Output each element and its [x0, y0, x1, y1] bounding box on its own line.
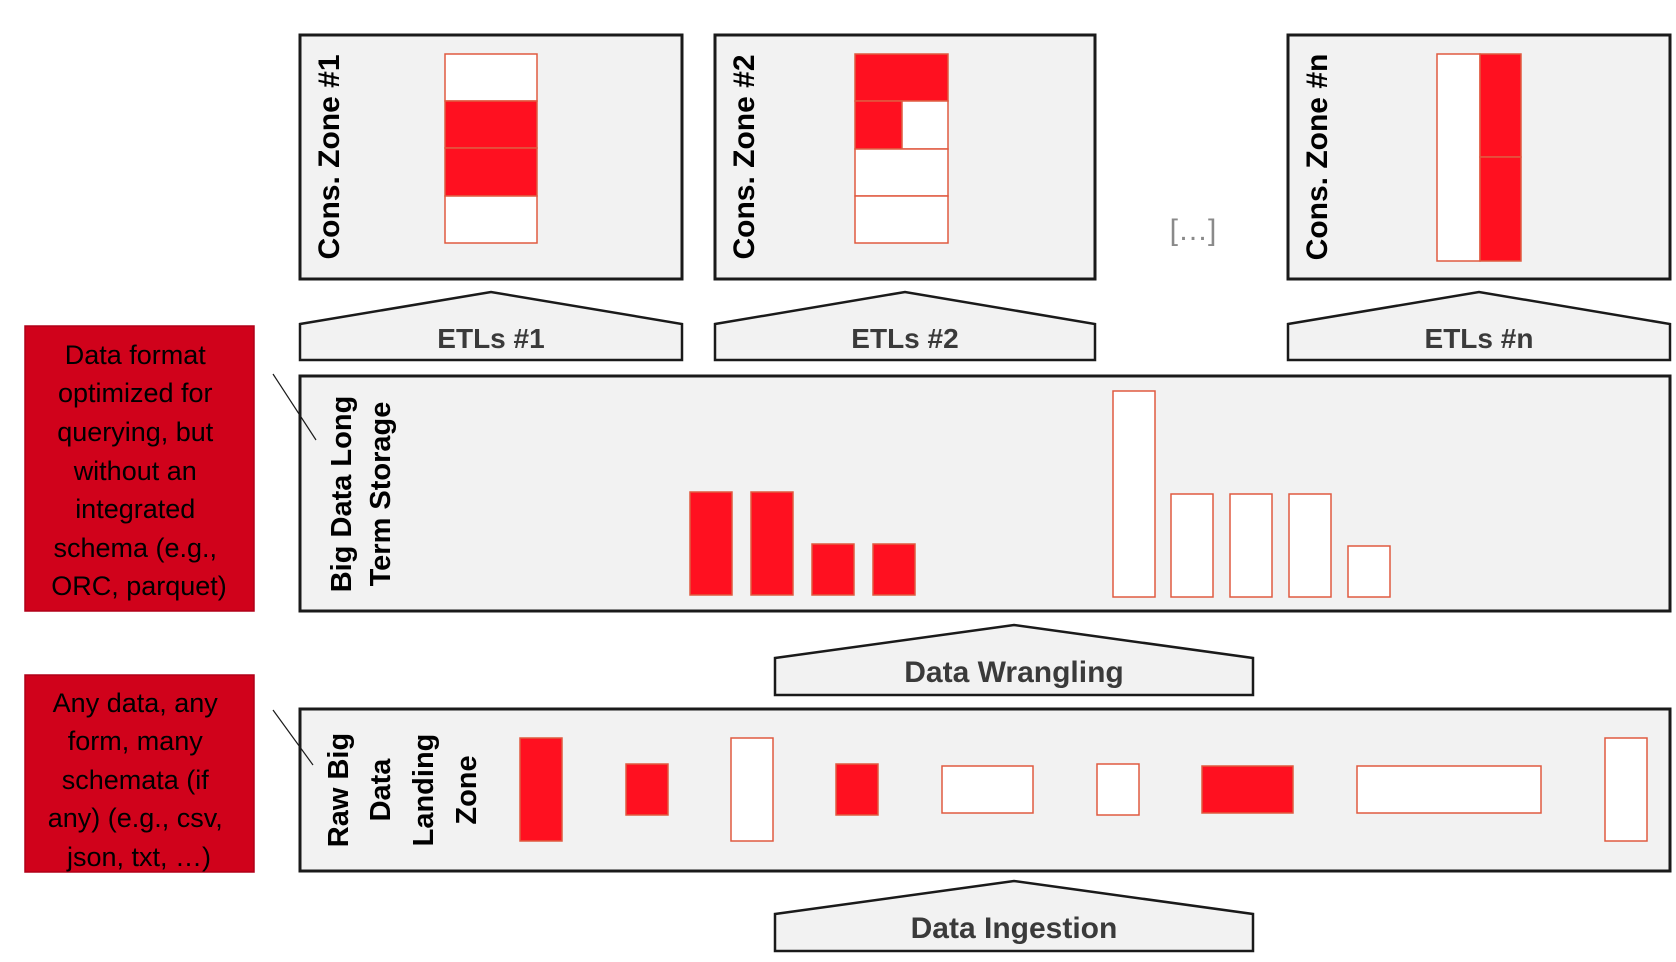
landing-zone-label-line1: Raw Big — [323, 733, 355, 847]
landing-block — [941, 765, 1034, 814]
storage-note-line: querying, but — [57, 417, 214, 447]
etl-arrow-n-label: ETLs #n — [1425, 323, 1534, 354]
zone-block — [444, 195, 538, 244]
storage-block — [811, 543, 855, 596]
zone-block — [1479, 156, 1522, 262]
consumption-zone-n-label: Cons. Zone #n — [1301, 54, 1334, 261]
landing-note-text: Any data, any form, many schemata (if an… — [48, 688, 231, 872]
data-ingestion-label: Data Ingestion — [911, 912, 1118, 945]
landing-block — [519, 737, 563, 842]
landing-note-line: any) (e.g., csv, — [48, 803, 223, 833]
storage-note-line: ORC, parquet) — [51, 571, 227, 601]
storage-block — [750, 491, 794, 596]
zone-block — [901, 100, 949, 150]
etl-arrow-1: ETLs #1 — [298, 290, 684, 362]
data-wrangling-label: Data Wrangling — [904, 656, 1123, 689]
consumption-zone-2: Cons. Zone #2 — [713, 33, 1097, 281]
etl-arrow-2: ETLs #2 — [713, 290, 1097, 362]
landing-zone-label-line3: Landing — [408, 734, 440, 847]
zone-block — [444, 147, 538, 197]
landing-note-connector — [272, 709, 314, 766]
storage-zone-blocks — [689, 390, 1391, 598]
etl-arrow-1-label: ETLs #1 — [437, 323, 544, 354]
storage-block — [1229, 493, 1273, 598]
landing-zone-label-line2: Data — [365, 758, 397, 822]
consumption-zone-2-blocks — [854, 53, 949, 244]
landing-block — [1201, 765, 1294, 814]
storage-note: Data format optimized for querying, but … — [24, 325, 317, 612]
landing-block — [1096, 763, 1140, 816]
storage-zone: Big Data Long Term Storage — [298, 374, 1672, 613]
storage-block — [689, 491, 733, 596]
zone-block — [854, 148, 949, 197]
storage-zone-label-line1: Big Data Long — [326, 396, 358, 593]
landing-zone-label-line4: Zone — [451, 755, 483, 824]
landing-block — [730, 737, 774, 842]
storage-note-connector — [272, 373, 317, 441]
landing-note-line: Any data, any — [53, 688, 219, 718]
storage-note-line: integrated — [75, 494, 195, 524]
etl-arrow-n: ETLs #n — [1286, 290, 1672, 362]
landing-zone-blocks — [519, 737, 1648, 842]
landing-note-line: form, many — [68, 726, 204, 756]
landing-zone: Raw Big Data Landing Zone — [298, 707, 1672, 873]
zone-block — [854, 53, 949, 102]
storage-zone-label-line2: Term Storage — [365, 402, 397, 587]
consumption-zone-n-blocks — [1436, 53, 1522, 262]
landing-note-line: schemata (if — [62, 765, 210, 795]
landing-block — [625, 763, 669, 816]
storage-note-line: Data format — [65, 340, 207, 370]
storage-note-line: optimized for — [58, 378, 213, 408]
consumption-zone-2-label: Cons. Zone #2 — [728, 54, 761, 259]
storage-block — [1112, 390, 1156, 598]
data-ingestion-arrow: Data Ingestion — [773, 879, 1255, 953]
landing-block — [1604, 737, 1648, 842]
zone-block — [854, 100, 903, 150]
zone-block — [1436, 53, 1481, 262]
storage-note-line: without an — [73, 456, 197, 486]
ellipsis-text: […] — [1170, 214, 1217, 247]
landing-block — [1356, 765, 1542, 814]
storage-block — [872, 543, 916, 596]
data-wrangling-arrow: Data Wrangling — [773, 623, 1255, 697]
zone-block — [854, 195, 949, 244]
consumption-zone-1-label: Cons. Zone #1 — [313, 54, 346, 259]
storage-note-line: schema (e.g., — [53, 533, 217, 563]
storage-block — [1288, 493, 1332, 598]
consumption-zone-n: Cons. Zone #n — [1286, 33, 1672, 281]
consumption-zone-1-blocks — [444, 53, 538, 244]
landing-note: Any data, any form, many schemata (if an… — [24, 674, 314, 873]
storage-block — [1347, 545, 1391, 598]
landing-block — [835, 763, 879, 816]
zone-block — [444, 100, 538, 149]
landing-note-line: json, txt, …) — [66, 842, 211, 872]
zone-block — [1479, 53, 1522, 158]
etl-arrow-2-label: ETLs #2 — [851, 323, 958, 354]
storage-block — [1170, 493, 1214, 598]
storage-note-text: Data format optimized for querying, but … — [51, 340, 227, 601]
consumption-zone-1: Cons. Zone #1 — [298, 33, 684, 281]
zone-block — [444, 53, 538, 102]
